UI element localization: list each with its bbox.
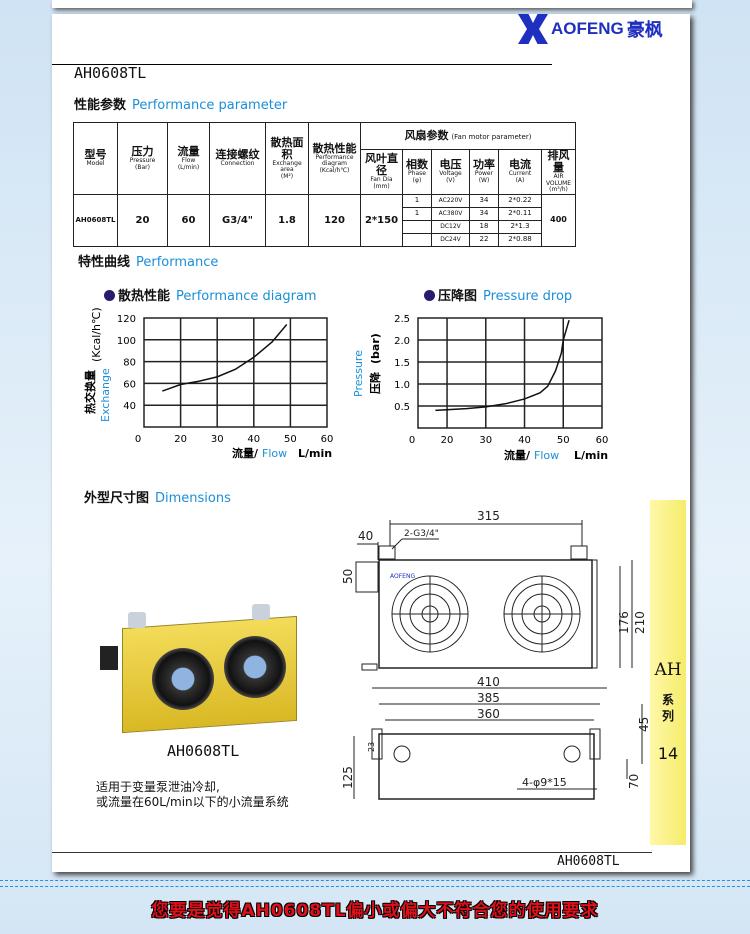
y-tick-label: 60	[123, 379, 136, 390]
series-side-tab: AH 系列 14	[650, 500, 686, 845]
curves-heading: 特性曲线 Performance	[78, 255, 219, 270]
spec-table: 型号 Model 压力 Pressure (Bar) 流量 Flow (L/min) 连接…	[73, 122, 576, 247]
dim-385: 385	[477, 691, 500, 705]
dim-315: 315	[477, 509, 500, 523]
model-title: AH0608TL	[74, 64, 147, 82]
x-tick-label: 50	[557, 435, 570, 446]
series-line	[162, 324, 288, 392]
top-bar	[52, 0, 692, 8]
chart1-xunit: L/min	[298, 447, 332, 460]
y-tick-label: 2.5	[394, 314, 410, 325]
x-tick-label: 60	[596, 435, 609, 446]
divider	[0, 880, 750, 881]
description: 适用于变量泵泄油冷却, 或流量在60L/min以下的小流量系统	[96, 780, 289, 809]
footer-rule	[52, 852, 652, 853]
charts-svg: 0 20 30 40 50 60 40 60 80 100 120 0 20 30 40 50 60 0.5 1.…	[83, 307, 608, 462]
y-tick-label: 0.5	[394, 402, 410, 413]
x-tick-label: 30	[211, 434, 224, 445]
y-tick-label: 1.5	[394, 358, 410, 369]
chart2-title: 压降图 Pressure drop	[424, 285, 572, 304]
series-cn: 系列	[661, 693, 674, 723]
divider	[0, 886, 750, 887]
x-tick-label: 60	[321, 434, 334, 445]
y-tick-label: 80	[123, 358, 136, 369]
chart-pressure-drop: 0 20 30 40 50 60 0.5 1.0 1.5 2.0 2.5	[394, 314, 608, 446]
brand-logo: AOFENG 豪枫	[518, 14, 663, 44]
footer-model: AH0608TL	[557, 854, 620, 869]
dim-410: 410	[477, 675, 500, 689]
chart1-title: 散热性能 Performance diagram	[104, 285, 317, 304]
chart2-xlabel: Flow	[534, 449, 559, 462]
dim-23: 23	[367, 742, 376, 752]
x-tick-label: 30	[479, 435, 492, 446]
chart2-yunit: (bar)	[369, 333, 382, 364]
y-tick-label: 40	[123, 401, 136, 412]
chart1-ylabel: Exchange	[99, 368, 112, 422]
header-rule	[52, 64, 552, 65]
y-tick-label: 120	[117, 314, 136, 325]
x-tick-label: 50	[284, 434, 297, 445]
x-tick-label: 40	[247, 434, 260, 445]
chart-performance: 0 20 30 40 50 60 40 60 80 100 120	[117, 314, 333, 445]
chart2-xlabel-cn: 流量/	[504, 448, 531, 462]
chart1-xlabel-cn: 流量/	[232, 446, 259, 460]
y-tick-label: 1.0	[394, 380, 410, 391]
dim-360: 360	[477, 707, 500, 721]
drawing-logo: AOFENG	[390, 573, 415, 580]
dimensions-heading: 外型尺寸图 Dimensions	[84, 491, 231, 506]
dim-50: 50	[342, 569, 355, 584]
chart2-xunit: L/min	[574, 449, 608, 462]
promo-banner: 您要是觉得AH0608TL偏小或偏大不符合您的使用要求	[151, 901, 599, 921]
fan-icon	[152, 648, 214, 710]
dim-holes: 4-φ9*15	[522, 776, 567, 789]
fan-icon	[224, 636, 286, 698]
brand-cn: 豪枫	[626, 20, 663, 40]
dim-125: 125	[342, 766, 355, 789]
chart1-yunit: (Kcal/h℃)	[90, 307, 103, 362]
series-code: AH	[654, 660, 682, 680]
bullet-icon	[424, 290, 435, 301]
dim-176: 176	[617, 611, 631, 634]
series-line	[435, 319, 570, 412]
plot-frame	[417, 317, 603, 429]
photo-caption: AH0608TL	[167, 742, 240, 760]
bullet-icon	[104, 290, 115, 301]
page-number: 14	[657, 744, 679, 763]
plot-frame	[143, 317, 328, 428]
y-tick-label: 100	[117, 336, 136, 347]
y-tick-label: 2.0	[394, 336, 410, 347]
x-tick-label: 0	[135, 434, 141, 445]
x-tick-label: 20	[441, 435, 454, 446]
x-tick-label: 40	[518, 435, 531, 446]
params-heading: 性能参数 Performance parameter	[74, 98, 288, 113]
chart1-ylabel-cn: 热交换量	[83, 370, 97, 414]
dim-40: 40	[358, 529, 373, 543]
catalog-page: AOFENG 豪枫 AH0608TL 性能参数 Performance param…	[52, 14, 690, 872]
product-photo	[100, 604, 302, 734]
dim-45: 45	[637, 717, 651, 732]
dim-210: 210	[633, 611, 647, 634]
dim-port: 2-G3/4"	[404, 529, 439, 539]
dimension-drawing: 315 40 2-G3/4" 50 176 210 410 385 360 45…	[342, 509, 651, 800]
brand-name: AOFENG	[551, 19, 624, 38]
chart2-ylabel-cn: 压降	[368, 371, 382, 394]
chart2-ylabel: Pressure	[352, 350, 365, 397]
chart1-xlabel: Flow	[262, 447, 287, 460]
x-tick-label: 0	[409, 435, 415, 446]
dim-70: 70	[627, 774, 641, 789]
x-tick-label: 20	[174, 434, 187, 445]
